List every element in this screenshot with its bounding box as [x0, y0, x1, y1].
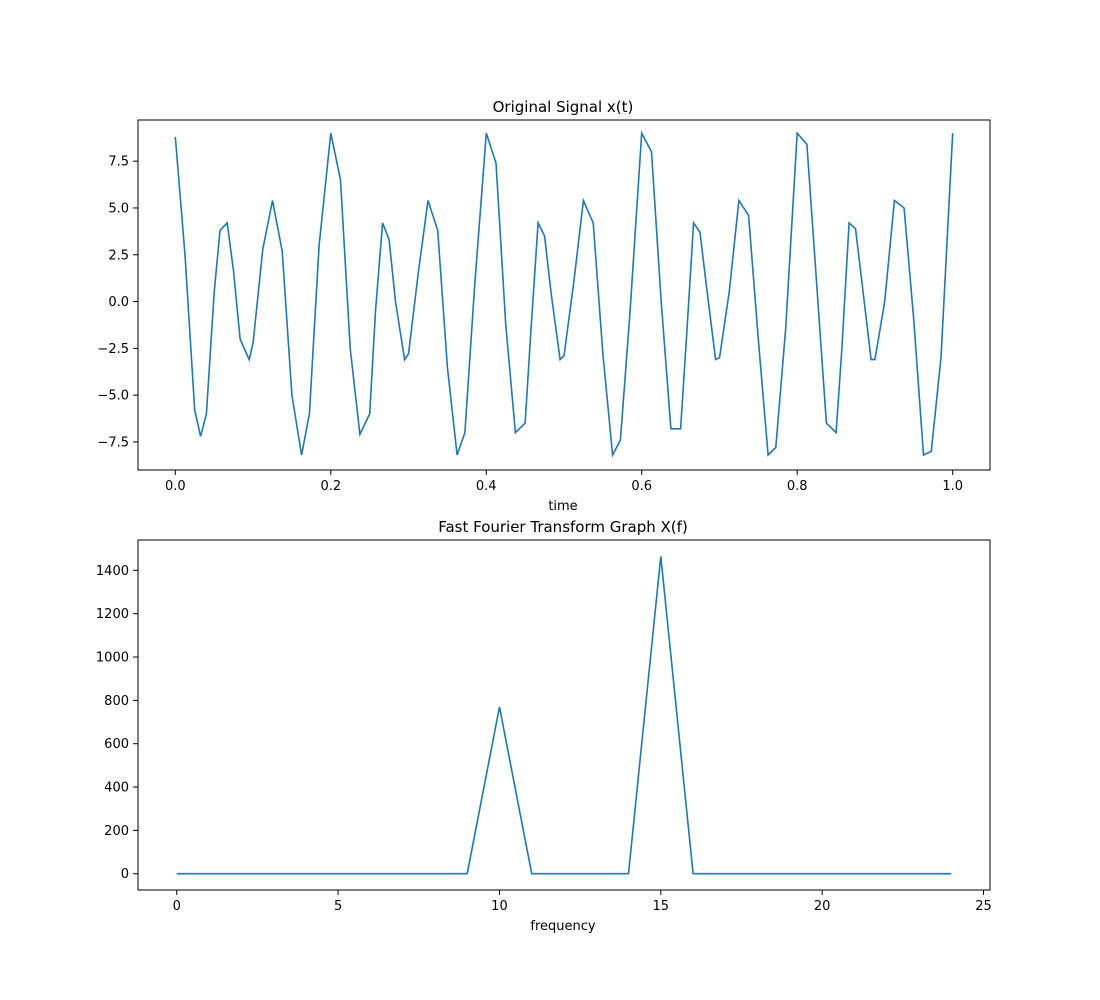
signal-x-tick-label: 0.8 — [787, 479, 808, 494]
signal-chart-title: Original Signal x(t) — [493, 98, 634, 116]
signal-y-tick-label: 2.5 — [108, 248, 129, 263]
fft-y-tick-label: 1000 — [96, 651, 129, 666]
signal-x-tick-label: 0.0 — [165, 479, 186, 494]
signal-x-tick-label: 0.2 — [320, 479, 341, 494]
fft-y-tick-label: 800 — [104, 694, 129, 709]
fft-x-tick-label: 25 — [975, 899, 992, 914]
signal-chart: Original Signal x(t) 0.0 0.2 0.4 0.6 0.8 1.0 … — [97, 98, 991, 514]
fft-x-tick-label: 15 — [653, 899, 670, 914]
fft-plot-frame — [137, 539, 991, 891]
fft-y-tick-label: 1200 — [96, 607, 129, 622]
fft-chart-title: Fast Fourier Transform Graph X(f) — [438, 518, 688, 536]
fft-x-axis-label: frequency — [530, 919, 596, 934]
signal-x-tick-label: 1.0 — [942, 479, 963, 494]
signal-y-tick-label: −2.5 — [97, 342, 129, 357]
fft-y-tick-label: 200 — [104, 824, 129, 839]
fft-x-tick-label: 20 — [814, 899, 831, 914]
signal-x-axis-label: time — [548, 499, 577, 514]
fft-chart: Fast Fourier Transform Graph X(f) 0 5 10 15… — [96, 518, 992, 934]
signal-y-tick-label: 7.5 — [108, 155, 129, 170]
fft-y-tick-label: 0 — [121, 867, 129, 882]
signal-x-tick-label: 0.6 — [631, 479, 652, 494]
signal-y-ticks: −7.5 −5.0 −2.5 0.0 2.5 5.0 7.5 — [97, 155, 138, 450]
signal-y-tick-label: 0.0 — [108, 295, 129, 310]
fft-y-tick-label: 400 — [104, 781, 129, 796]
fft-y-ticks: 0 200 400 600 800 1000 1200 1400 — [96, 564, 138, 882]
fft-x-tick-label: 0 — [173, 899, 181, 914]
signal-y-tick-label: −5.0 — [97, 389, 129, 404]
fft-y-tick-label: 600 — [104, 737, 129, 752]
signal-plot-frame — [137, 119, 991, 471]
signal-x-ticks: 0.0 0.2 0.4 0.6 0.8 1.0 — [165, 470, 963, 494]
signal-y-tick-label: −7.5 — [97, 435, 129, 450]
signal-x-tick-label: 0.4 — [476, 479, 497, 494]
fft-x-tick-label: 10 — [491, 899, 508, 914]
fft-x-ticks: 0 5 10 15 20 25 — [173, 890, 992, 914]
signal-y-tick-label: 5.0 — [108, 201, 129, 216]
fft-line — [176, 556, 952, 875]
fft-x-tick-label: 5 — [334, 899, 342, 914]
fft-y-tick-label: 1400 — [96, 564, 129, 579]
signal-line — [174, 130, 954, 458]
